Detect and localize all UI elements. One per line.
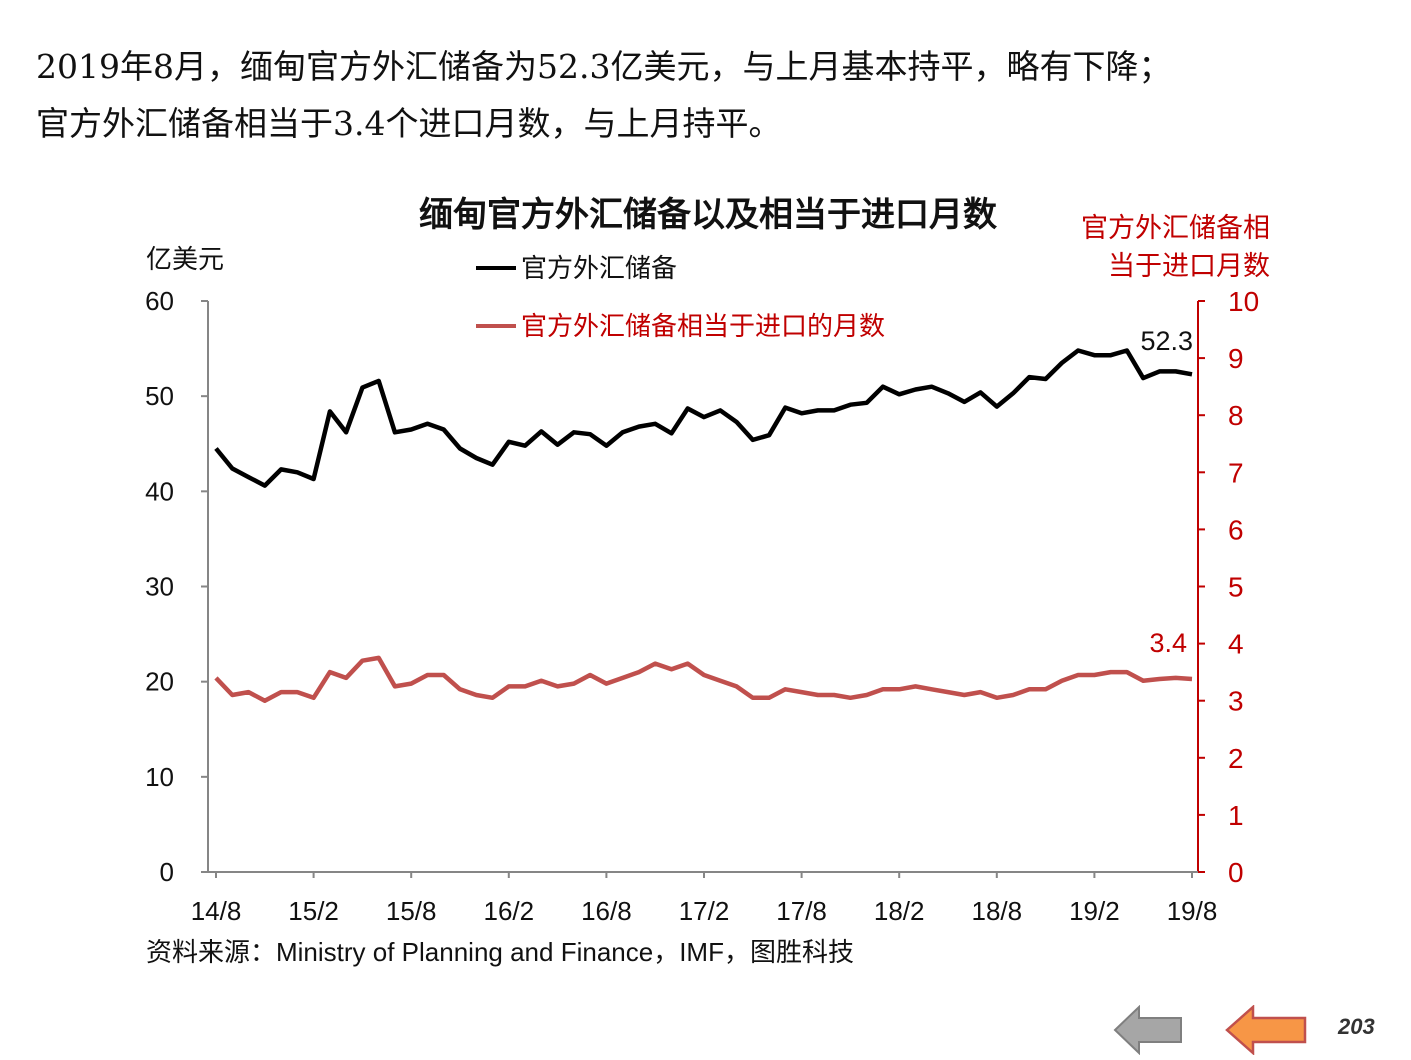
x-tick-label: 15/8 — [386, 896, 437, 926]
x-tick-label: 19/2 — [1069, 896, 1120, 926]
axes: 0 10 20 30 40 50 60 0 1 2 3 4 5 6 7 8 9 10 14/8 15/2 15/8 16/… — [145, 286, 1259, 926]
left-tick-label: 60 — [145, 286, 174, 316]
right-tick-label: 0 — [1228, 857, 1244, 888]
chart-title: 缅甸官方外汇储备以及相当于进口月数 — [419, 195, 997, 235]
import-months-end-label: 3.4 — [1149, 628, 1187, 658]
left-tick-label: 0 — [160, 857, 174, 887]
next-page-button[interactable] — [1225, 1004, 1307, 1056]
left-arrow-icon — [1113, 1004, 1182, 1056]
right-tick-label: 9 — [1228, 343, 1244, 374]
series-line-reserves — [214, 348, 1193, 488]
right-tick-label: 2 — [1228, 743, 1244, 774]
page-number: 203 — [1338, 1014, 1375, 1039]
right-tick-label: 4 — [1228, 629, 1244, 660]
left-axis-unit: 亿美元 — [146, 245, 224, 275]
x-tick-label: 18/8 — [971, 896, 1022, 926]
reserves-end-label: 52.3 — [1140, 326, 1193, 356]
right-tick-label: 1 — [1228, 800, 1244, 831]
orange-left-arrow-icon — [1225, 1004, 1307, 1056]
intro-line-2: 官方外汇储备相当于3.4个进口月数，与上月持平。 — [36, 104, 782, 143]
right-tick-label: 6 — [1228, 514, 1244, 545]
right-tick-label: 7 — [1228, 457, 1244, 488]
right-tick-label: 10 — [1228, 286, 1259, 317]
series-line-import-months — [214, 655, 1193, 703]
intro-line-1: 2019年8月，缅甸官方外汇储备为52.3亿美元，与上月基本持平，略有下降； — [36, 47, 1172, 86]
series-layer: 52.3 3.4 — [214, 326, 1193, 703]
left-tick-label: 40 — [145, 476, 174, 506]
right-tick-label: 3 — [1228, 686, 1244, 717]
right-axis-label-line-1: 官方外汇储备相 — [1081, 213, 1270, 244]
legend-label-reserves: 官方外汇储备 — [521, 254, 677, 284]
left-tick-label: 50 — [145, 381, 174, 411]
left-tick-label: 20 — [145, 667, 174, 697]
right-tick-label: 8 — [1228, 400, 1244, 431]
x-tick-label: 16/2 — [483, 896, 534, 926]
legend: 官方外汇储备 官方外汇储备相当于进口的月数 — [476, 254, 885, 342]
x-tick-label: 15/2 — [288, 896, 339, 926]
x-tick-label: 16/8 — [581, 896, 632, 926]
left-tick-label: 10 — [145, 762, 174, 792]
intro-text: 2019年8月，缅甸官方外汇储备为52.3亿美元，与上月基本持平，略有下降； 官… — [36, 38, 1396, 152]
x-tick-label: 18/2 — [874, 896, 925, 926]
right-tick-label: 5 — [1228, 572, 1244, 603]
x-tick-label: 19/8 — [1167, 896, 1218, 926]
legend-label-import-months: 官方外汇储备相当于进口的月数 — [521, 312, 885, 342]
x-tick-label: 17/2 — [679, 896, 730, 926]
x-tick-label: 17/8 — [776, 896, 827, 926]
x-tick-label: 14/8 — [191, 896, 242, 926]
left-tick-label: 30 — [145, 572, 174, 602]
right-axis-label-line-2: 当于进口月数 — [1108, 251, 1270, 282]
previous-page-button[interactable] — [1113, 1004, 1183, 1056]
source-note: 资料来源：Ministry of Planning and Finance，IM… — [146, 937, 854, 967]
